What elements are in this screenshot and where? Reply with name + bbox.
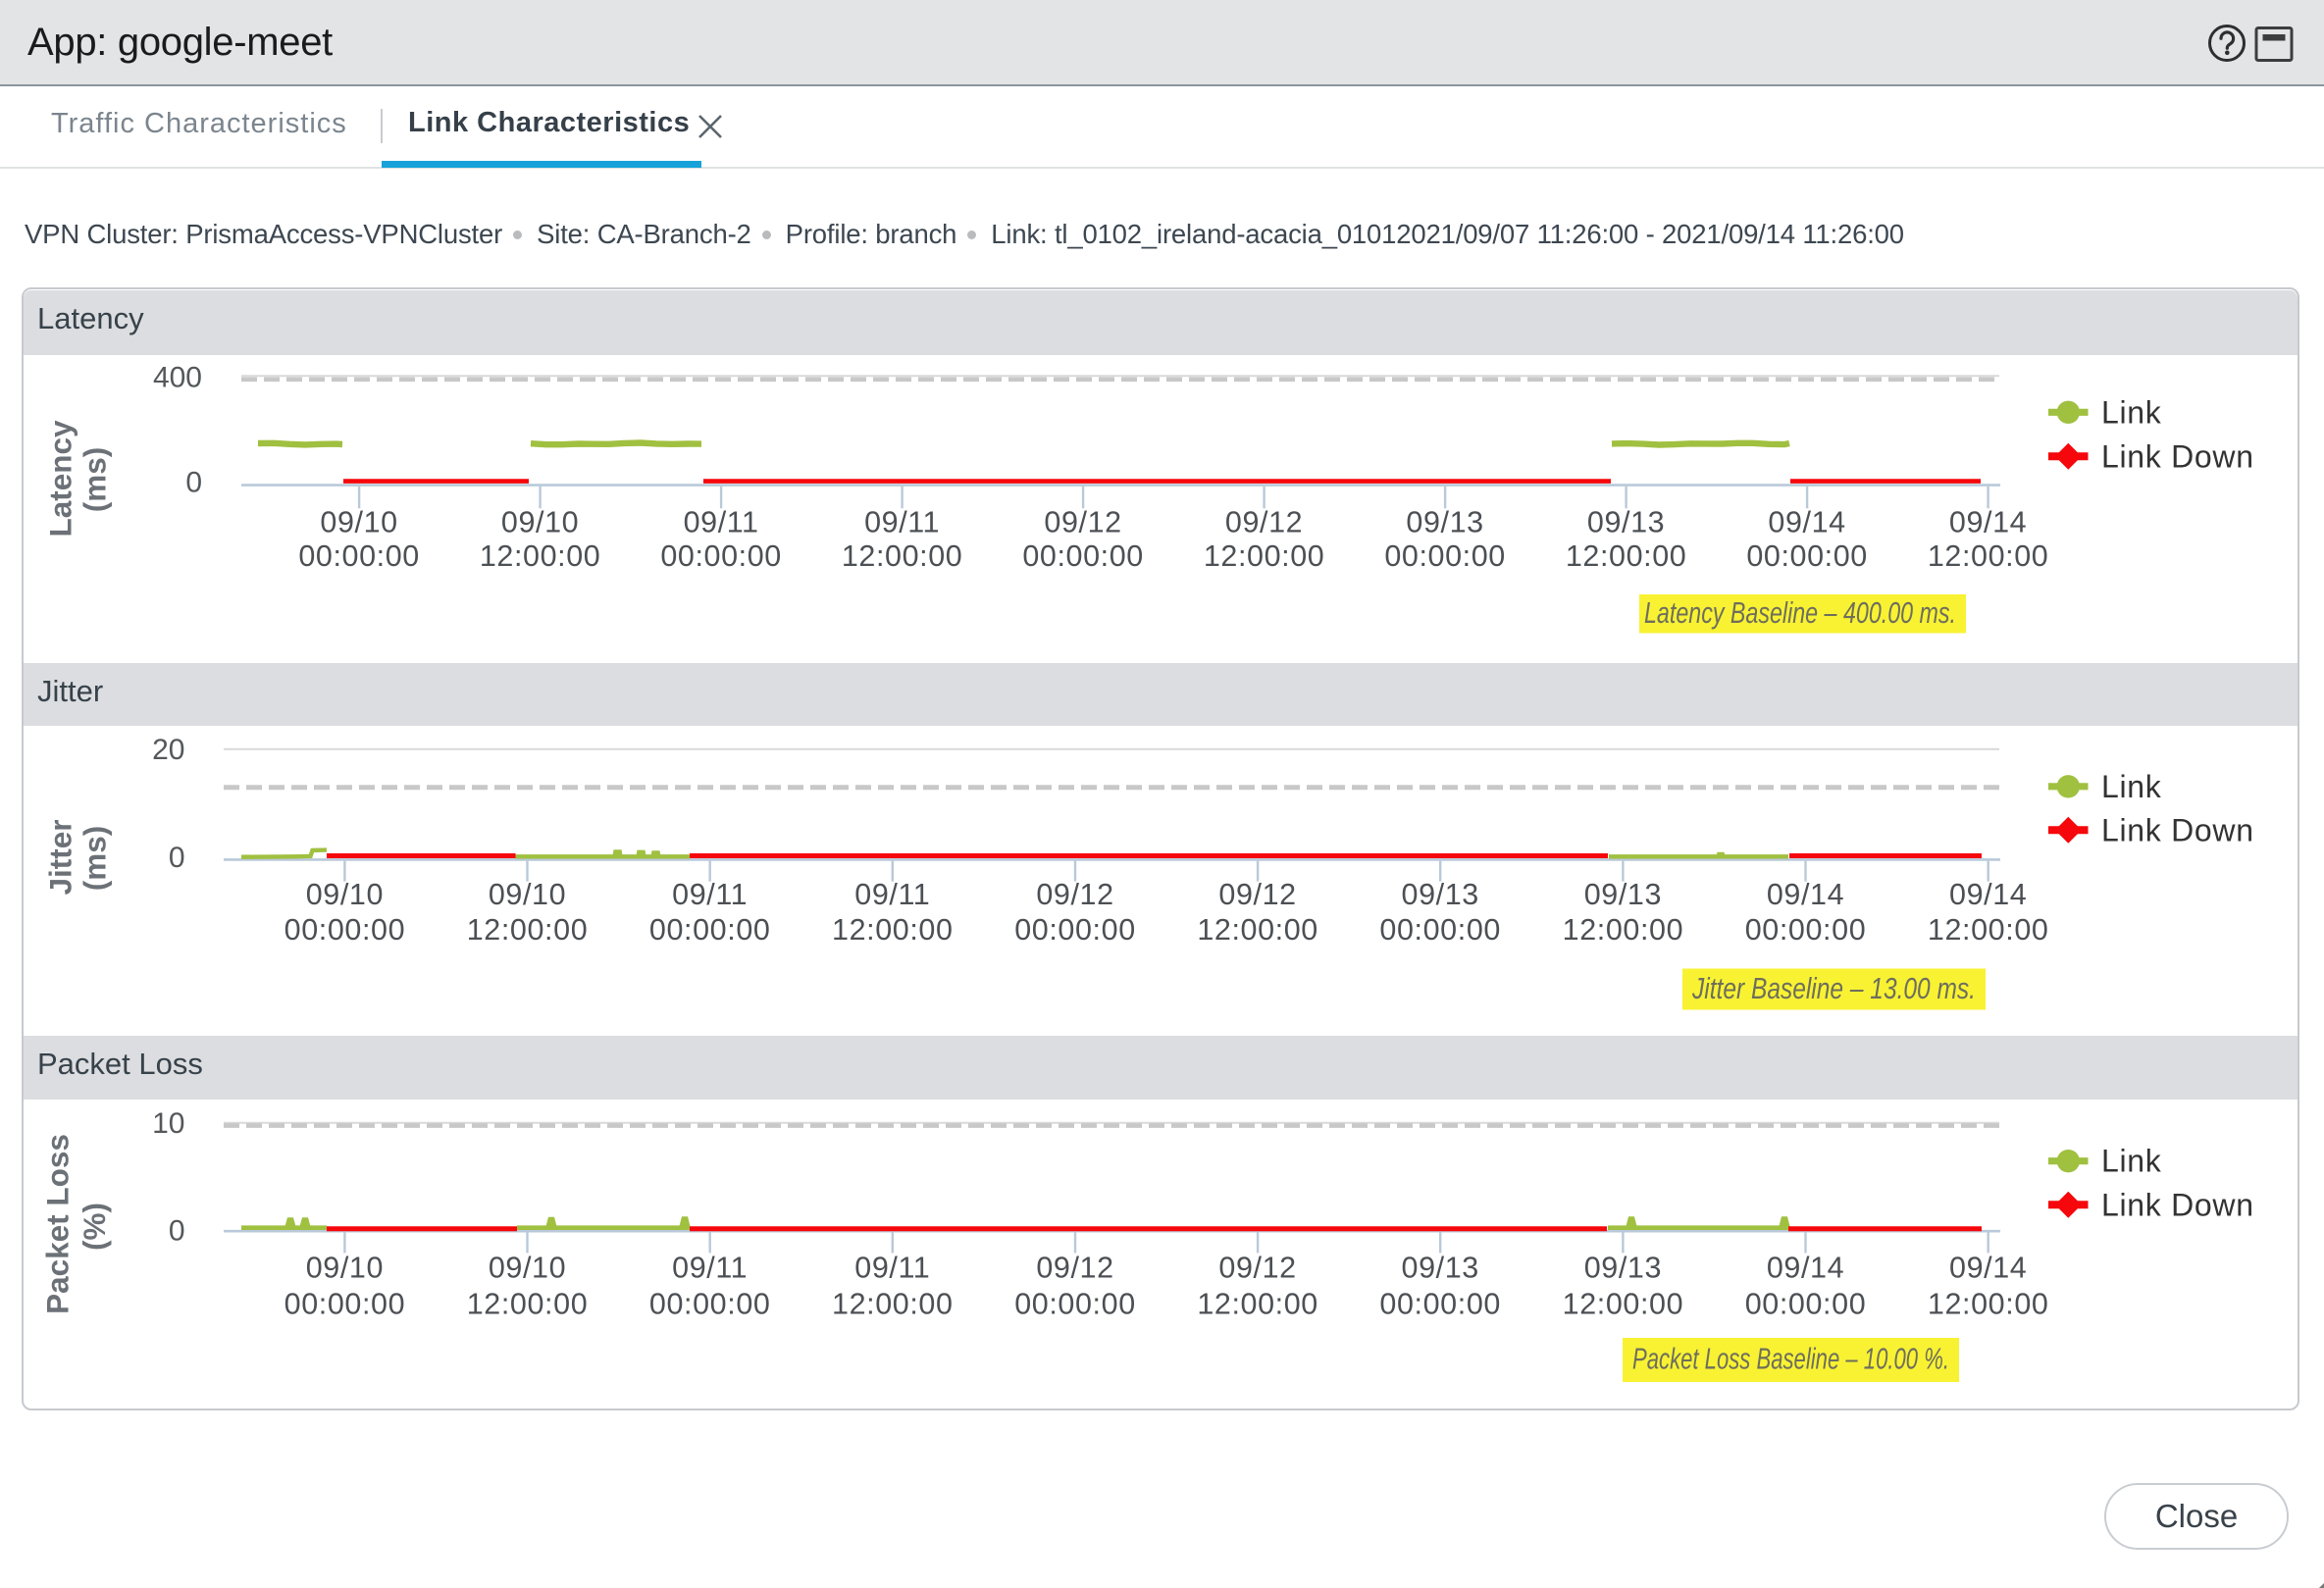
svg-text:12:00:00: 12:00:00: [1928, 539, 2049, 573]
svg-text:12:00:00: 12:00:00: [467, 1288, 589, 1321]
svg-text:09/10: 09/10: [306, 1251, 384, 1284]
svg-text:09/14: 09/14: [1767, 1251, 1844, 1284]
svg-text:00:00:00: 00:00:00: [1745, 1288, 1867, 1321]
svg-text:20: 20: [152, 734, 184, 766]
svg-text:12:00:00: 12:00:00: [832, 1288, 954, 1321]
svg-text:12:00:00: 12:00:00: [1928, 1288, 2049, 1321]
svg-text:00:00:00: 00:00:00: [649, 913, 771, 947]
svg-text:09/14: 09/14: [1768, 506, 1845, 539]
svg-text:09/11: 09/11: [864, 506, 940, 539]
svg-text:09/12: 09/12: [1036, 878, 1113, 911]
svg-text:09/13: 09/13: [1584, 878, 1662, 911]
svg-text:Jitter: Jitter: [43, 819, 78, 895]
svg-text:12:00:00: 12:00:00: [480, 539, 601, 573]
svg-text:09/11: 09/11: [672, 1251, 748, 1284]
svg-text:00:00:00: 00:00:00: [284, 913, 406, 947]
svg-text:12:00:00: 12:00:00: [1566, 539, 1687, 573]
svg-text:09/14: 09/14: [1949, 878, 2027, 911]
svg-text:Latency Baseline – 400.00 ms.: Latency Baseline – 400.00 ms.: [1644, 596, 1956, 630]
svg-text:09/11: 09/11: [854, 878, 930, 911]
svg-text:10: 10: [152, 1107, 184, 1140]
svg-text:Packet Loss Baseline – 10.00 %: Packet Loss Baseline – 10.00 %.: [1632, 1343, 1949, 1376]
svg-text:Link Down: Link Down: [2101, 1187, 2254, 1222]
svg-text:09/13: 09/13: [1587, 506, 1665, 539]
svg-text:00:00:00: 00:00:00: [1014, 913, 1136, 947]
svg-text:(ms): (ms): [77, 826, 113, 892]
svg-text:12:00:00: 12:00:00: [1204, 539, 1325, 573]
svg-text:00:00:00: 00:00:00: [1022, 539, 1144, 573]
svg-text:09/10: 09/10: [320, 506, 397, 539]
svg-text:09/12: 09/12: [1044, 506, 1121, 539]
svg-text:0: 0: [169, 842, 185, 874]
svg-text:00:00:00: 00:00:00: [660, 539, 782, 573]
svg-text:Link Down: Link Down: [2101, 812, 2254, 847]
svg-text:12:00:00: 12:00:00: [1197, 913, 1318, 947]
svg-text:Packet Loss: Packet Loss: [40, 1134, 76, 1314]
svg-text:00:00:00: 00:00:00: [649, 1288, 771, 1321]
svg-text:12:00:00: 12:00:00: [1197, 1288, 1318, 1321]
svg-text:09/12: 09/12: [1218, 1251, 1296, 1284]
svg-text:00:00:00: 00:00:00: [1379, 913, 1501, 947]
svg-text:00:00:00: 00:00:00: [1384, 539, 1506, 573]
svg-text:12:00:00: 12:00:00: [842, 539, 963, 573]
svg-text:Link: Link: [2101, 394, 2162, 430]
svg-text:09/14: 09/14: [1767, 878, 1844, 911]
svg-text:09/11: 09/11: [684, 506, 759, 539]
svg-text:12:00:00: 12:00:00: [467, 913, 589, 947]
svg-text:09/10: 09/10: [501, 506, 579, 539]
svg-text:Jitter Baseline – 13.00 ms.: Jitter Baseline – 13.00 ms.: [1691, 972, 1976, 1005]
svg-text:09/12: 09/12: [1036, 1251, 1113, 1284]
svg-text:00:00:00: 00:00:00: [1746, 539, 1868, 573]
svg-text:(%): (%): [77, 1203, 112, 1251]
svg-text:09/13: 09/13: [1402, 878, 1479, 911]
svg-text:00:00:00: 00:00:00: [284, 1288, 406, 1321]
svg-text:12:00:00: 12:00:00: [1928, 913, 2049, 947]
svg-text:00:00:00: 00:00:00: [1745, 913, 1867, 947]
svg-text:0: 0: [169, 1214, 185, 1247]
svg-text:09/12: 09/12: [1218, 878, 1296, 911]
svg-text:09/10: 09/10: [306, 878, 384, 911]
svg-text:Latency: Latency: [43, 420, 78, 538]
svg-text:09/13: 09/13: [1406, 506, 1483, 539]
svg-text:Link: Link: [2101, 1144, 2162, 1179]
svg-text:09/10: 09/10: [489, 1251, 566, 1284]
svg-text:Link Down: Link Down: [2101, 438, 2254, 474]
svg-text:00:00:00: 00:00:00: [1379, 1288, 1501, 1321]
svg-text:09/11: 09/11: [854, 1251, 930, 1284]
svg-text:Link: Link: [2101, 769, 2162, 804]
svg-text:12:00:00: 12:00:00: [1563, 1288, 1684, 1321]
svg-text:12:00:00: 12:00:00: [1563, 913, 1684, 947]
svg-text:09/12: 09/12: [1225, 506, 1303, 539]
svg-text:0: 0: [185, 467, 202, 499]
svg-text:00:00:00: 00:00:00: [298, 539, 420, 573]
svg-text:09/14: 09/14: [1949, 506, 2027, 539]
svg-text:00:00:00: 00:00:00: [1014, 1288, 1136, 1321]
svg-text:09/14: 09/14: [1949, 1251, 2027, 1284]
svg-text:09/11: 09/11: [672, 878, 748, 911]
svg-text:09/10: 09/10: [489, 878, 566, 911]
svg-text:(ms): (ms): [77, 447, 113, 513]
svg-text:400: 400: [153, 361, 202, 393]
svg-text:09/13: 09/13: [1402, 1251, 1479, 1284]
svg-text:12:00:00: 12:00:00: [832, 913, 954, 947]
svg-text:09/13: 09/13: [1584, 1251, 1662, 1284]
